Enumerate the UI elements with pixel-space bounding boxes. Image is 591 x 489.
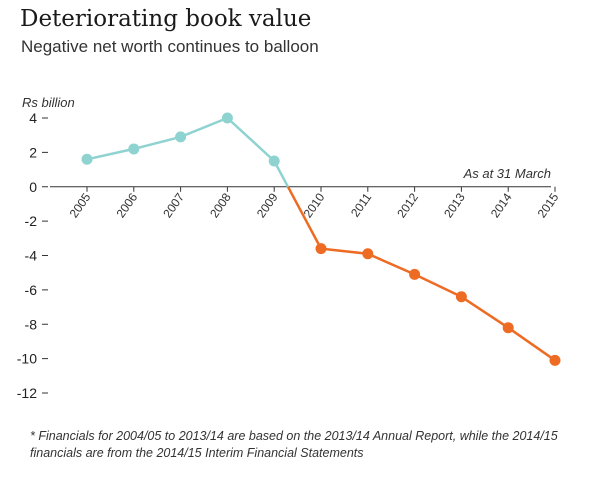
footnote: * Financials for 2004/05 to 2013/14 are … [30,429,558,460]
as-at-annotation: As at 31 March [463,166,551,181]
y-axis-label: Rs billion [22,95,75,110]
data-point [268,155,280,167]
y-tick-label: -6 [25,282,38,298]
y-tick-label: -8 [25,316,38,332]
negative-series-line [286,186,556,362]
x-tick-label: 2006 [113,190,140,220]
chart-axes: 4 2 0 -2 -4 -6 -8 -10 -12 2005 2006 2007 2008 2009 201… [17,110,562,401]
x-tick-label: 2005 [67,190,94,220]
data-point [315,243,327,255]
data-point [502,322,514,334]
y-tick-label: 2 [29,144,37,160]
y-tick-label: 0 [29,179,37,195]
y-tick-label: -12 [17,385,37,401]
y-tick-label: -10 [17,351,37,367]
y-tick-label: 4 [29,110,37,126]
y-tick-label: -2 [25,213,38,229]
data-point [81,153,93,165]
chart-points [81,112,561,366]
data-point [128,143,140,155]
chart-title: Deteriorating book value [20,6,312,32]
data-point [175,131,187,143]
x-tick-label: 2009 [254,190,281,220]
positive-series-line [86,116,290,188]
x-tick-label: 2007 [160,190,187,220]
x-tick-label: 2012 [394,190,421,220]
x-tick-label: 2015 [535,190,562,220]
data-point [409,268,421,280]
chart-lines [86,116,556,362]
x-tick-label: 2014 [488,190,515,220]
data-point [362,248,374,260]
x-tick-label: 2008 [207,190,234,220]
x-tick-label: 2011 [348,190,374,219]
data-point [549,354,561,366]
y-tick-label: -4 [25,248,38,264]
data-point [221,112,233,124]
chart-subtitle: Negative net worth continues to balloon [21,37,319,56]
x-tick-label: 2013 [441,190,468,220]
data-point [455,291,467,303]
